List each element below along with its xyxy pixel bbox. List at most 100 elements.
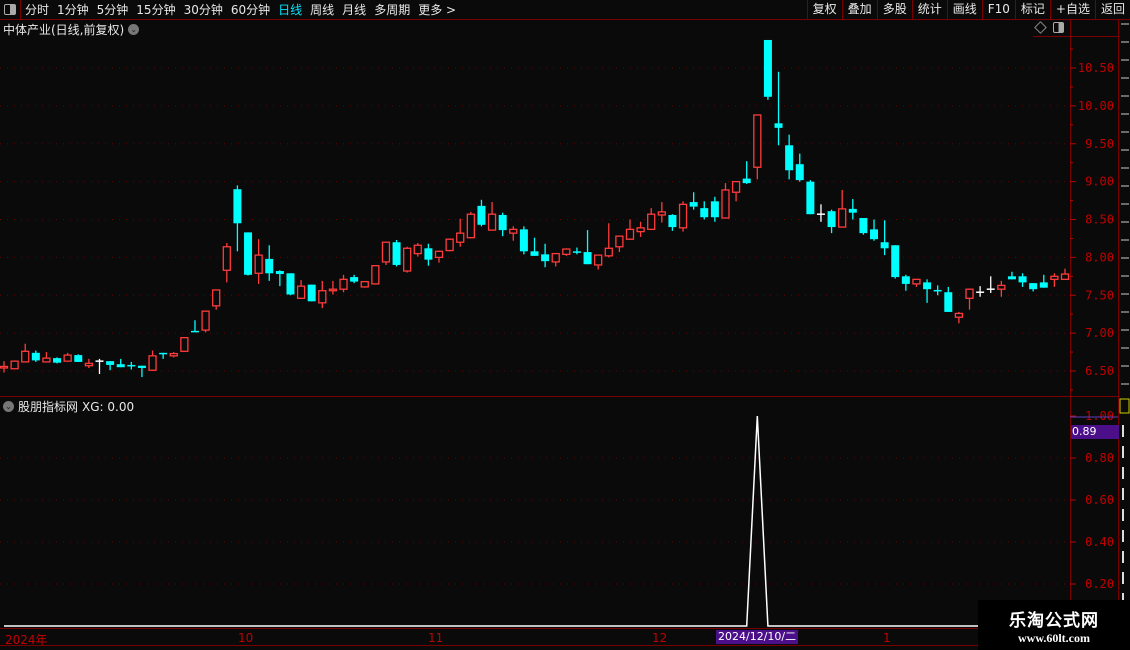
indicator-tick-label: 0.80 xyxy=(1085,451,1114,465)
candle-up xyxy=(169,352,178,357)
period-tab[interactable]: 周线 xyxy=(310,3,335,17)
toolbar-button[interactable]: +自选 xyxy=(1049,0,1095,19)
toolbar-button[interactable]: 画线 xyxy=(946,0,982,19)
period-tab[interactable]: 60分钟 xyxy=(230,3,271,17)
toolbar-button[interactable]: 复权 xyxy=(806,0,842,19)
candle-down xyxy=(848,208,857,213)
candle-up xyxy=(84,362,94,367)
period-tab[interactable]: 5分钟 xyxy=(96,3,129,17)
candle-up xyxy=(456,232,465,243)
candle-up xyxy=(148,355,157,371)
candle-down xyxy=(137,365,146,368)
candle-down xyxy=(933,289,942,292)
period-tab[interactable]: 更多 > xyxy=(418,3,457,17)
toolbar-button[interactable]: 标记 xyxy=(1014,0,1050,19)
date-axis-label: 11 xyxy=(428,631,444,645)
candle-down xyxy=(880,242,889,249)
candle-down xyxy=(127,364,136,367)
candle-down xyxy=(530,251,539,256)
indicator-tick-label: 1.00 xyxy=(1085,409,1114,423)
candle-down xyxy=(901,276,910,284)
candle-up xyxy=(954,312,964,318)
period-tab[interactable]: 30分钟 xyxy=(183,3,223,17)
candle-down xyxy=(763,39,772,97)
candle-down xyxy=(392,242,401,265)
candle-down xyxy=(668,214,677,228)
candle-down xyxy=(795,164,804,181)
watermark-url: www.60lt.com xyxy=(1018,631,1090,645)
candle-up xyxy=(731,180,741,193)
candle-up xyxy=(647,213,656,230)
candle-up xyxy=(551,252,560,263)
candle-down xyxy=(572,251,581,253)
candle-up xyxy=(997,284,1006,290)
candle-up xyxy=(339,278,348,290)
tool-buttons: 复权 叠加 多股 统计 画线 F10 标记 +自选 返回 xyxy=(806,0,1130,19)
candle-down xyxy=(700,208,709,218)
candle-down xyxy=(1018,276,1027,283)
candle-down xyxy=(1039,282,1048,288)
candle-down xyxy=(244,232,253,275)
candle-up xyxy=(1050,275,1059,280)
candle-up xyxy=(965,288,974,299)
chevron-down-icon[interactable]: ⌄ xyxy=(128,24,140,35)
candle-up xyxy=(1060,273,1070,280)
candle-up xyxy=(222,246,231,271)
price-tick-label: 8.50 xyxy=(1085,213,1114,227)
candle-up xyxy=(403,247,412,272)
toolbar-button[interactable]: 返回 xyxy=(1094,0,1130,19)
cursor-value-label: 0.89 xyxy=(1071,425,1119,439)
candle-up xyxy=(371,265,380,285)
candle-up xyxy=(434,250,444,259)
candle-down xyxy=(424,248,433,260)
candle-down xyxy=(477,205,486,225)
toolbar-button[interactable]: F10 xyxy=(981,0,1015,19)
chevron-down-icon[interactable]: ⌄ xyxy=(3,401,14,412)
candle-down xyxy=(350,277,359,282)
period-tab[interactable]: 15分钟 xyxy=(136,3,176,17)
toolbar: 分时 1分钟 5分钟 15分钟 30分钟 60分钟 日线 周线 月线 多周期 更多 > 复权 叠加 多股… xyxy=(0,0,1130,20)
toolbar-button[interactable]: 多股 xyxy=(876,0,912,19)
period-tab[interactable]: 多周期 xyxy=(374,3,411,17)
watermark: 乐淘公式网 www.60lt.com xyxy=(978,600,1130,650)
period-tab[interactable]: 日线 xyxy=(278,3,303,17)
candle-down xyxy=(859,217,868,234)
candle-down xyxy=(742,178,751,184)
candle-down xyxy=(307,284,316,302)
price-tick-label: 10.00 xyxy=(1078,99,1114,113)
candle-up xyxy=(721,189,730,219)
indicator-tick-label: 0.60 xyxy=(1085,493,1114,507)
chart-title: 中体产业(日线,前复权) ⌄ xyxy=(3,21,140,38)
period-tab[interactable]: 月线 xyxy=(342,3,367,17)
indicator-tick-label: 0.40 xyxy=(1085,535,1114,549)
toolbar-button[interactable]: 统计 xyxy=(911,0,947,19)
watermark-title: 乐淘公式网 xyxy=(1009,611,1099,631)
cursor-date-label: 2024/12/10/二 xyxy=(716,630,799,644)
indicator-readout: XG: 0.00 xyxy=(82,399,135,414)
candle-up xyxy=(63,354,72,362)
xg-signal-line xyxy=(4,415,1065,627)
toolbar-button[interactable]: 叠加 xyxy=(841,0,877,19)
candle-up xyxy=(201,310,210,331)
price-tick-label: 8.00 xyxy=(1085,250,1114,264)
candle-down xyxy=(106,361,115,365)
candle-down xyxy=(944,292,953,312)
period-tab[interactable]: 1分钟 xyxy=(57,3,89,17)
candle-up xyxy=(912,278,921,285)
candle-down xyxy=(190,330,199,333)
sidebar-toggle-button[interactable] xyxy=(0,0,21,19)
candle-down xyxy=(923,282,932,290)
candle-up xyxy=(296,285,306,299)
stock-title: 中体产业(日线,前复权) xyxy=(3,23,125,37)
candle-down xyxy=(53,358,62,363)
price-tick-label: 9.50 xyxy=(1085,137,1114,151)
candle-up xyxy=(10,360,19,370)
period-tab[interactable]: 分时 xyxy=(25,3,50,17)
panel-toggle-icon[interactable] xyxy=(1053,22,1064,33)
side-tab-glyph xyxy=(1119,398,1130,414)
candle-up xyxy=(212,289,221,307)
candle-up xyxy=(180,337,189,352)
candle-down xyxy=(286,273,295,295)
candle-up xyxy=(254,254,263,274)
